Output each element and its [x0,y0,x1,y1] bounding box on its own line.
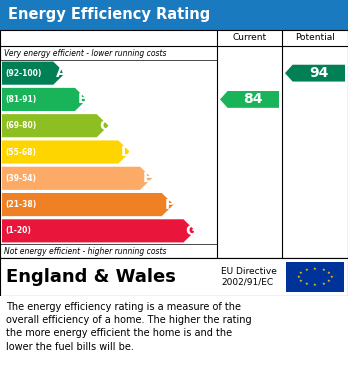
Bar [0,258,348,296]
Polygon shape [2,88,87,111]
Text: 84: 84 [244,92,263,106]
Text: ★: ★ [299,279,303,283]
Text: A: A [56,66,66,80]
Polygon shape [2,61,65,85]
Text: ★: ★ [313,267,317,271]
Polygon shape [285,65,345,82]
Text: ★: ★ [299,271,303,275]
Bar [0,30,348,258]
Bar [0,0,348,30]
Text: ★: ★ [321,282,325,286]
Text: ★: ★ [327,279,331,283]
Text: 94: 94 [309,66,329,80]
Text: ★: ★ [313,283,317,287]
Text: ★: ★ [305,282,309,286]
Text: (69-80): (69-80) [5,121,36,130]
Text: (21-38): (21-38) [5,200,36,209]
Text: Potential: Potential [295,34,335,43]
Text: (81-91): (81-91) [5,95,36,104]
Polygon shape [2,219,195,242]
Text: G: G [185,224,197,238]
Text: (1-20): (1-20) [5,226,31,235]
Text: The energy efficiency rating is a measure of the
overall efficiency of a home. T: The energy efficiency rating is a measur… [6,302,252,352]
Text: Very energy efficient - lower running costs: Very energy efficient - lower running co… [4,48,166,57]
Text: E: E [143,171,152,185]
Text: F: F [165,197,174,212]
Text: ★: ★ [321,268,325,272]
Text: ★: ★ [297,275,301,279]
Text: (39-54): (39-54) [5,174,36,183]
Text: EU Directive
2002/91/EC: EU Directive 2002/91/EC [221,267,277,287]
Polygon shape [2,140,130,163]
Text: (92-100): (92-100) [5,69,41,78]
Text: C: C [99,119,110,133]
Text: ★: ★ [305,268,309,272]
Text: England & Wales: England & Wales [6,268,176,286]
Text: ★: ★ [329,275,333,279]
Text: Current: Current [232,34,267,43]
Bar [286,262,344,292]
Bar [0,296,348,391]
Text: ★: ★ [327,271,331,275]
Polygon shape [2,114,109,137]
Text: Not energy efficient - higher running costs: Not energy efficient - higher running co… [4,246,166,255]
Polygon shape [220,91,279,108]
Text: D: D [120,145,132,159]
Text: (55-68): (55-68) [5,147,36,156]
Polygon shape [2,193,174,216]
Text: Energy Efficiency Rating: Energy Efficiency Rating [8,7,210,23]
Polygon shape [2,167,152,190]
Text: B: B [77,92,88,106]
